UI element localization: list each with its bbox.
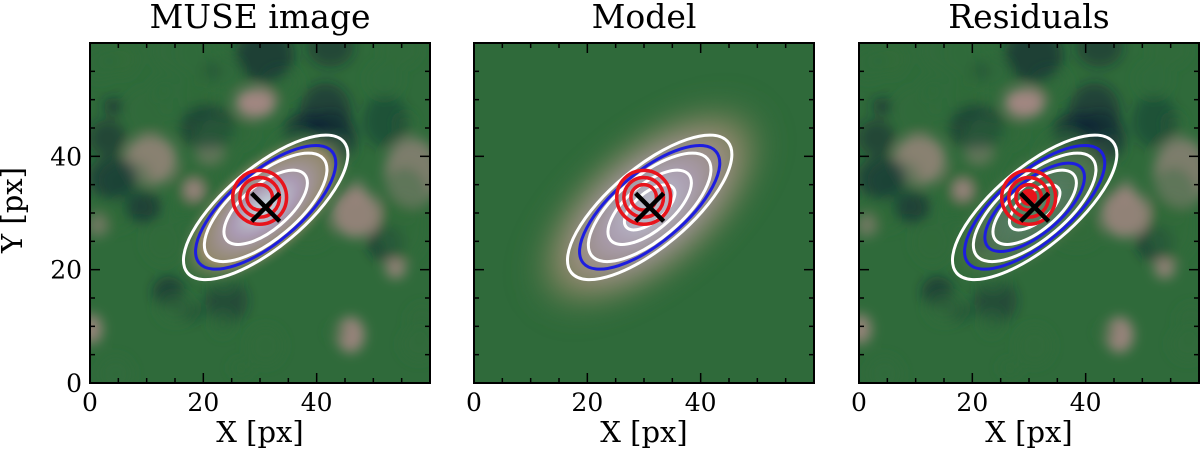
blue-contour [983,161,1086,253]
image-layer [90,43,430,383]
x-tick-label: 20 [571,388,603,417]
red-contour [615,168,673,226]
panel-residuals: Residuals 0 20 40 X [px] [851,0,1200,449]
y-tick-label: 20 [50,256,82,285]
blue-contour [963,143,1107,271]
y-tick-label: 40 [50,142,82,171]
image-layer [859,43,1199,383]
panel-muse-image: MUSE image 0 20 40 0 20 40 X [px] Y [px] [0,0,431,449]
noise-texture [90,43,430,383]
x-tick-label: 20 [956,388,988,417]
red-contour [629,182,659,212]
panel-title: MUSE image [150,0,371,36]
red-contour [1014,182,1044,212]
ticks [858,42,1200,384]
x-tick-label: 20 [187,388,219,417]
blue-contour [578,143,722,271]
x-axis-label: X [px] [985,415,1072,449]
x-tick-label: 0 [466,388,482,417]
x-axis-label: X [px] [216,415,303,449]
red-contour [999,168,1058,226]
heatmap-area: 0 20 40 0 20 40 [50,42,431,417]
x-tick-label: 40 [301,388,333,417]
x-tick-label: 0 [82,388,98,417]
ticks [89,42,431,384]
x-tick-label: 40 [685,388,717,417]
panel-title: Residuals [948,0,1109,36]
red-contour [1007,175,1051,219]
x-tick-label: 0 [851,388,867,417]
y-axis-label: Y [px] [0,167,29,254]
red-contour [245,182,275,212]
red-contour [238,175,282,219]
ticks [473,42,815,384]
point-source-marker [634,191,666,223]
panel-title: Model [592,0,697,36]
point-source-marker [250,191,282,223]
point-source-marker [1019,191,1051,223]
y-tick-label: 0 [66,369,82,398]
x-axis-label: X [px] [600,415,687,449]
heatmap-area: 0 20 40 [851,42,1200,417]
image-layer [474,43,814,383]
red-contour [230,168,289,226]
residual-peak [1020,188,1038,206]
panel-model: Model 0 20 40 X [px] [466,0,815,449]
x-tick-label: 40 [1070,388,1102,417]
blue-contour [194,143,338,271]
heatmap-area: 0 20 40 [466,42,815,417]
red-contour [622,175,666,219]
